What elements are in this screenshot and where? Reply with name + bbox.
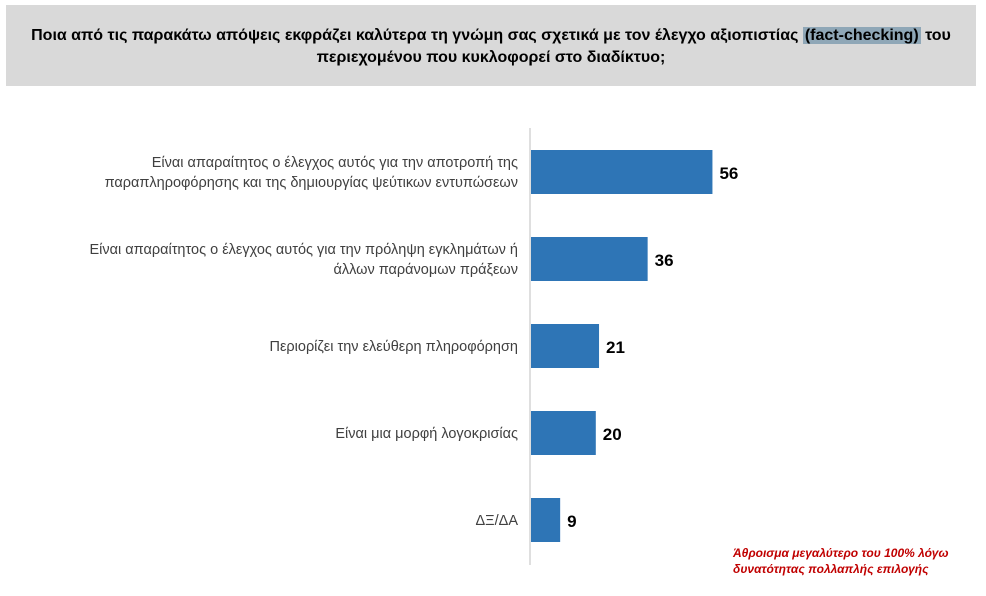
- data-label-1: 56: [719, 164, 738, 183]
- title-text-end: του περιεχομένου που κυκλοφορεί στο διαδ…: [316, 27, 951, 66]
- category-label-line: άλλων παράνομων πράξεων: [333, 262, 518, 278]
- data-label-5: 9: [567, 512, 576, 531]
- footnote: Άθροισμα μεγαλύτερο του 100% λόγω δυνατό…: [733, 545, 973, 577]
- category-label-line: Είναι απαραίτητος ο έλεγχος αυτός για τη…: [152, 155, 518, 171]
- title-text-start: Ποια από τις παρακάτω απόψεις εκφράζει κ…: [31, 27, 803, 44]
- category-label-line: Περιορίζει την ελεύθερη πληροφόρηση: [269, 339, 518, 355]
- title-box: Ποια από τις παρακάτω απόψεις εκφράζει κ…: [6, 5, 976, 86]
- bar-5: [531, 498, 561, 542]
- data-label-3: 21: [606, 338, 625, 357]
- category-label-line: Είναι απαραίτητος ο έλεγχος αυτός για τη…: [90, 242, 518, 258]
- category-label-line: Είναι μια μορφή λογοκρισίας: [335, 426, 518, 442]
- category-label-line: παραπληροφόρησης και της δημιουργίας ψεύ…: [105, 175, 518, 191]
- category-label-5: ΔΞ/ΔΑ: [476, 513, 519, 529]
- chart-title: Ποια από τις παρακάτω απόψεις εκφράζει κ…: [6, 25, 976, 69]
- category-label-line: ΔΞ/ΔΑ: [476, 513, 519, 529]
- footnote-line-1: Άθροισμα μεγαλύτερο του 100% λόγω: [733, 546, 949, 560]
- data-label-4: 20: [603, 425, 622, 444]
- footnote-line-2: δυνατότητας πολλαπλής επιλογής: [733, 562, 929, 576]
- category-label-1: Είναι απαραίτητος ο έλεγχος αυτός για τη…: [105, 155, 518, 191]
- bar-3: [531, 324, 600, 368]
- category-label-2: Είναι απαραίτητος ο έλεγχος αυτός για τη…: [90, 242, 518, 278]
- data-label-2: 36: [655, 251, 674, 270]
- bar-4: [531, 411, 596, 455]
- category-label-4: Είναι μια μορφή λογοκρισίας: [335, 426, 518, 442]
- bar-1: [531, 150, 713, 194]
- bar-2: [531, 237, 648, 281]
- category-label-3: Περιορίζει την ελεύθερη πληροφόρηση: [269, 339, 518, 355]
- title-highlight: (fact-checking): [802, 27, 921, 44]
